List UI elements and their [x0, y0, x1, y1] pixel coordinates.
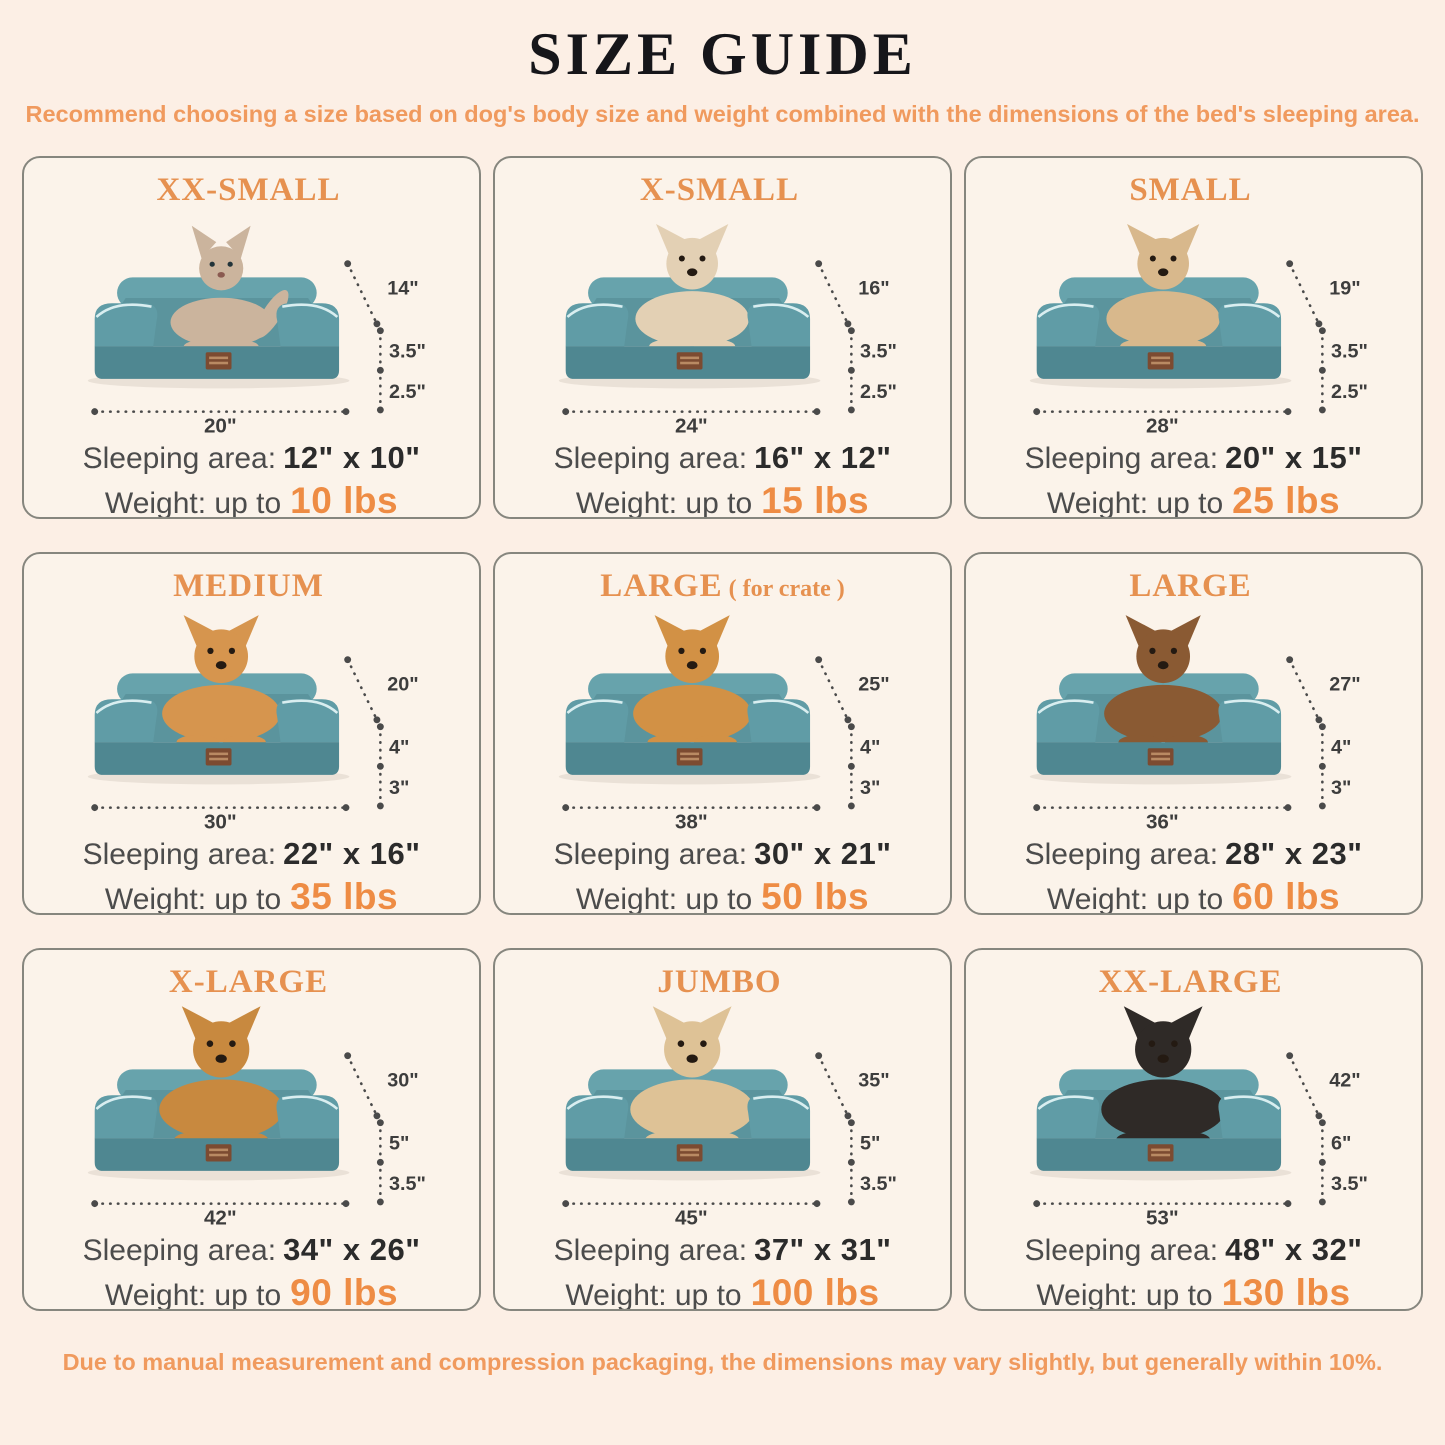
bed-illustration: 16" 3.5" 2.5" 24"	[559, 224, 897, 435]
size-card-medium: MEDIUM 20" 4" 3" 30" Sleeping area: 22" x…	[22, 552, 481, 915]
size-name: MEDIUM	[173, 568, 324, 604]
card-title: XX-LARGE	[966, 964, 1421, 1000]
dim-width: 24"	[675, 415, 708, 435]
size-card-x-small: X-SMALL 16" 3.5" 2.5" 24" Sleeping area:…	[493, 156, 952, 519]
dim-bolster-height: 5"	[860, 1133, 880, 1155]
bed-illustration: 30" 5" 3.5" 42"	[88, 1006, 426, 1227]
dim-width: 28"	[1146, 415, 1179, 435]
dim-width: 45"	[675, 1207, 708, 1227]
bed-illustration: 27" 4" 3" 36"	[1030, 615, 1361, 831]
dim-back-height: 25"	[858, 674, 889, 696]
card-title: XX-SMALL	[24, 172, 479, 208]
size-card-jumbo: JUMBO 35" 5" 3.5" 45" Sleeping area: 37" …	[493, 948, 952, 1311]
size-card-large: LARGE 27" 4" 3" 36" Sleeping area: 28" x …	[964, 552, 1423, 915]
dim-width: 38"	[675, 811, 708, 831]
dim-base-height: 2.5"	[860, 381, 897, 403]
dim-width: 20"	[204, 415, 237, 435]
size-guide-page: SIZE GUIDE Recommend choosing a size bas…	[0, 21, 1445, 1375]
dim-bolster-height: 3.5"	[389, 341, 426, 363]
weight-line: Weight: up to 15 lbs	[575, 479, 870, 519]
dim-base-height: 3.5"	[860, 1173, 897, 1195]
dim-back-height: 14"	[387, 278, 418, 300]
weight-line: Weight: up to 50 lbs	[575, 875, 870, 915]
card-title: LARGE( for crate )	[495, 568, 950, 604]
dim-back-height: 20"	[387, 674, 418, 696]
card-title: LARGE	[966, 568, 1421, 604]
dim-back-height: 27"	[1329, 674, 1360, 696]
sleeping-area-line: Sleeping area: 37" x 31"	[553, 1232, 892, 1268]
bed-illustration: 19" 3.5" 2.5" 28"	[1030, 224, 1368, 435]
weight-line: Weight: up to 90 lbs	[104, 1271, 399, 1311]
size-name: JUMBO	[657, 964, 782, 1000]
dim-base-height: 3.5"	[1331, 1173, 1368, 1195]
weight-line: Weight: up to 130 lbs	[1036, 1271, 1351, 1311]
size-card-xx-large: XX-LARGE 42" 6" 3.5" 53" Sleeping area: 4…	[964, 948, 1423, 1311]
dim-back-height: 35"	[858, 1070, 889, 1092]
bed-illustration: 14" 3.5" 2.5" 20"	[88, 226, 426, 435]
bed-illustration: 35" 5" 3.5" 45"	[559, 1006, 897, 1227]
bed-illustration: 42" 6" 3.5" 53"	[1030, 1006, 1368, 1227]
recommendation-subtitle: Recommend choosing a size based on dog's…	[25, 101, 1420, 127]
size-name: LARGE	[600, 568, 723, 604]
card-title: MEDIUM	[24, 568, 479, 604]
dim-back-height: 30"	[387, 1070, 418, 1092]
sleeping-area-line: Sleeping area: 30" x 21"	[553, 836, 892, 872]
bed-illustration: 20" 4" 3" 30"	[88, 615, 419, 831]
dim-back-height: 42"	[1329, 1070, 1360, 1092]
dim-width: 30"	[204, 811, 237, 831]
weight-line: Weight: up to 35 lbs	[104, 875, 399, 915]
weight-line: Weight: up to 100 lbs	[565, 1271, 880, 1311]
card-title: X-SMALL	[495, 172, 950, 208]
dim-back-height: 19"	[1329, 278, 1360, 300]
card-title: SMALL	[966, 172, 1421, 208]
dim-bolster-height: 4"	[389, 737, 409, 759]
size-name: X-LARGE	[168, 964, 329, 1000]
sleeping-area-line: Sleeping area: 48" x 32"	[1024, 1232, 1363, 1268]
size-name: XX-SMALL	[156, 172, 341, 208]
card-title: JUMBO	[495, 964, 950, 1000]
dim-bolster-height: 4"	[1331, 737, 1351, 759]
dim-base-height: 3.5"	[389, 1173, 426, 1195]
size-name-suffix: ( for crate )	[728, 576, 845, 602]
size-card-x-large: X-LARGE 30" 5" 3.5" 42" Sleeping area: 34…	[22, 948, 481, 1311]
dim-bolster-height: 4"	[860, 737, 880, 759]
dim-base-height: 3"	[1331, 777, 1351, 799]
dim-base-height: 2.5"	[1331, 381, 1368, 403]
dim-width: 53"	[1146, 1207, 1179, 1227]
dim-back-height: 16"	[858, 278, 889, 300]
dim-bolster-height: 6"	[1331, 1133, 1351, 1155]
size-card-large-for-crate: LARGE( for crate ) 25" 4" 3" 38" Sleepin…	[493, 552, 952, 915]
dim-bolster-height: 3.5"	[860, 341, 897, 363]
weight-line: Weight: up to 10 lbs	[104, 479, 399, 519]
size-card-grid: XX-SMALL 14" 3.5" 2.5" 20" Sleeping area…	[0, 156, 1445, 1311]
sleeping-area-line: Sleeping area: 12" x 10"	[82, 440, 421, 476]
dim-width: 42"	[204, 1207, 237, 1227]
sleeping-area-line: Sleeping area: 20" x 15"	[1024, 440, 1363, 476]
bed-illustration: 25" 4" 3" 38"	[559, 615, 890, 831]
size-name: XX-LARGE	[1098, 964, 1283, 1000]
sleeping-area-line: Sleeping area: 16" x 12"	[553, 440, 892, 476]
weight-line: Weight: up to 25 lbs	[1046, 479, 1341, 519]
dim-bolster-height: 3.5"	[1331, 341, 1368, 363]
disclaimer-footer: Due to manual measurement and compressio…	[62, 1349, 1383, 1375]
sleeping-area-line: Sleeping area: 28" x 23"	[1024, 836, 1363, 872]
size-card-xx-small: XX-SMALL 14" 3.5" 2.5" 20" Sleeping area…	[22, 156, 481, 519]
card-title: X-LARGE	[24, 964, 479, 1000]
dim-width: 36"	[1146, 811, 1179, 831]
sleeping-area-line: Sleeping area: 22" x 16"	[82, 836, 421, 872]
size-name: X-SMALL	[639, 172, 800, 208]
size-name: SMALL	[1129, 172, 1252, 208]
dim-base-height: 3"	[389, 777, 409, 799]
dim-base-height: 3"	[860, 777, 880, 799]
page-title: SIZE GUIDE	[528, 21, 917, 87]
sleeping-area-line: Sleeping area: 34" x 26"	[82, 1232, 421, 1268]
size-card-small: SMALL 19" 3.5" 2.5" 28" Sleeping area: 20…	[964, 156, 1423, 519]
dim-bolster-height: 5"	[389, 1133, 409, 1155]
dim-base-height: 2.5"	[389, 381, 426, 403]
weight-line: Weight: up to 60 lbs	[1046, 875, 1341, 915]
size-name: LARGE	[1129, 568, 1252, 604]
